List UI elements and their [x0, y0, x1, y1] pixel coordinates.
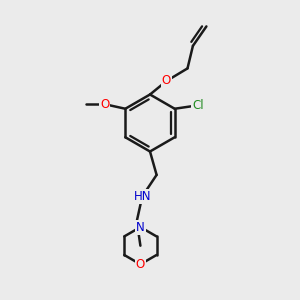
Text: HN: HN [134, 190, 151, 203]
Text: O: O [100, 98, 110, 111]
Text: O: O [162, 74, 171, 88]
Text: O: O [136, 258, 145, 271]
Text: N: N [136, 220, 145, 234]
Text: Cl: Cl [192, 99, 204, 112]
